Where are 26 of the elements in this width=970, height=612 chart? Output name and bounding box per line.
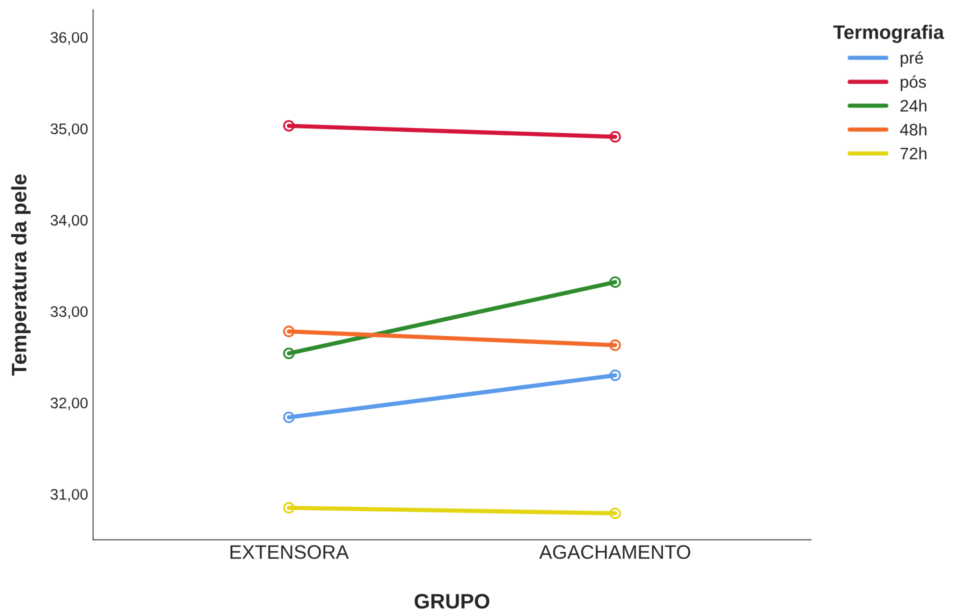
x-tick-label: AGACHAMENTO	[539, 545, 690, 559]
point	[609, 508, 621, 520]
point	[283, 348, 295, 360]
y-tick-label: 32,00	[50, 398, 88, 410]
y-tick-label: 36,00	[50, 32, 88, 45]
y-tick-label: 34,00	[50, 214, 88, 228]
point	[283, 326, 295, 338]
y-tick-label: 31,00	[50, 488, 88, 502]
point	[609, 276, 621, 288]
legend-title: Termografia	[833, 24, 944, 44]
y-tick-label: 33,00	[50, 306, 88, 319]
point	[609, 339, 621, 351]
x-axis-title: GRUPO	[414, 594, 490, 609]
y-tick-label: 35,00	[50, 123, 88, 136]
legend-label: pré	[900, 51, 924, 68]
point	[283, 412, 295, 424]
x-tick-label: EXTENSORA	[230, 545, 349, 559]
point	[283, 120, 295, 132]
legend-label: 24h	[900, 99, 926, 112]
legend-label: 72h	[900, 147, 926, 160]
legend-label: 48h	[900, 123, 926, 136]
point	[283, 502, 295, 514]
point	[609, 131, 621, 143]
legend-label: pós	[900, 75, 926, 92]
y-axis-title: Temperatura da pele	[11, 174, 31, 376]
point	[609, 370, 621, 382]
